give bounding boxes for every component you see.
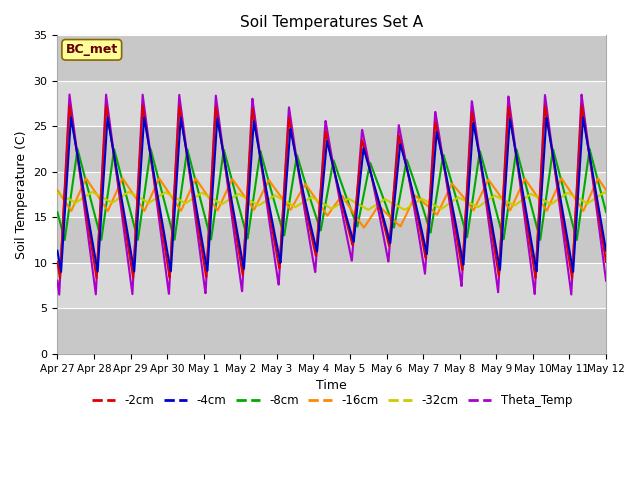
Bar	[58, 263, 606, 308]
-16cm	[360, 225, 367, 230]
Theta_Temp	[66, 92, 74, 97]
-2cm	[602, 259, 610, 265]
-16cm	[264, 179, 272, 185]
-32cm	[54, 190, 61, 196]
-2cm	[592, 192, 600, 198]
Line: -16cm: -16cm	[58, 178, 606, 228]
-32cm	[288, 202, 296, 208]
-2cm	[264, 203, 272, 208]
-8cm	[592, 169, 600, 175]
Theta_Temp	[149, 170, 157, 176]
-16cm	[288, 205, 296, 211]
-8cm	[602, 209, 610, 215]
-32cm	[401, 207, 409, 213]
Y-axis label: Soil Temperature (C): Soil Temperature (C)	[15, 130, 28, 259]
-16cm	[54, 187, 61, 193]
-2cm	[56, 276, 64, 281]
Theta_Temp	[532, 256, 540, 262]
-2cm	[288, 132, 296, 138]
Line: -2cm: -2cm	[58, 106, 606, 278]
-8cm	[74, 146, 81, 152]
-8cm	[116, 170, 124, 176]
-16cm	[149, 190, 157, 195]
-4cm	[288, 133, 296, 139]
Theta_Temp	[56, 292, 63, 298]
-8cm	[61, 237, 68, 243]
-4cm	[57, 269, 65, 275]
-16cm	[592, 180, 600, 186]
-8cm	[264, 177, 272, 182]
-4cm	[54, 248, 61, 253]
Theta_Temp	[264, 210, 272, 216]
Theta_Temp	[602, 278, 610, 284]
X-axis label: Time: Time	[316, 379, 347, 392]
Bar	[58, 126, 606, 172]
-32cm	[88, 189, 96, 195]
Legend: -2cm, -4cm, -8cm, -16cm, -32cm, Theta_Temp: -2cm, -4cm, -8cm, -16cm, -32cm, Theta_Te…	[87, 389, 577, 411]
-4cm	[602, 248, 610, 253]
-8cm	[149, 155, 157, 160]
-4cm	[149, 166, 157, 171]
Bar	[58, 172, 606, 217]
-8cm	[54, 209, 61, 215]
Bar	[58, 81, 606, 126]
-32cm	[532, 194, 540, 200]
-4cm	[592, 187, 600, 193]
-4cm	[264, 197, 272, 203]
Line: -4cm: -4cm	[58, 117, 606, 272]
-8cm	[288, 183, 296, 189]
Theta_Temp	[54, 278, 61, 284]
-32cm	[116, 195, 124, 201]
-32cm	[149, 198, 157, 204]
Line: Theta_Temp: Theta_Temp	[58, 95, 606, 295]
-16cm	[602, 187, 610, 193]
-16cm	[82, 175, 90, 181]
-4cm	[532, 269, 540, 275]
-32cm	[592, 195, 600, 201]
Theta_Temp	[592, 199, 600, 204]
Bar	[58, 308, 606, 354]
-16cm	[116, 180, 124, 186]
-16cm	[532, 192, 540, 198]
-2cm	[66, 103, 74, 108]
-8cm	[532, 223, 540, 229]
-2cm	[54, 259, 61, 265]
Theta_Temp	[288, 125, 296, 131]
Line: -8cm: -8cm	[58, 149, 606, 240]
Text: BC_met: BC_met	[66, 43, 118, 56]
-32cm	[264, 197, 272, 203]
Title: Soil Temperatures Set A: Soil Temperatures Set A	[240, 15, 423, 30]
Bar	[58, 217, 606, 263]
-2cm	[149, 168, 157, 174]
-4cm	[67, 114, 75, 120]
Bar	[58, 36, 606, 81]
-2cm	[532, 256, 540, 262]
-32cm	[602, 191, 610, 196]
Theta_Temp	[116, 200, 124, 206]
-4cm	[116, 189, 124, 194]
-2cm	[116, 194, 124, 200]
Line: -32cm: -32cm	[58, 192, 606, 210]
